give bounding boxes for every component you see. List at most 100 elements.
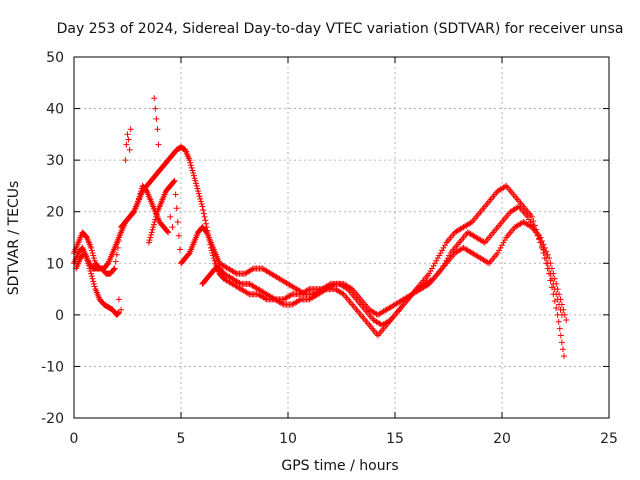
x-tick-label: 20 (493, 431, 511, 447)
data-point (563, 317, 570, 324)
data-point (117, 231, 124, 238)
data-point (110, 266, 117, 273)
data-point (426, 270, 433, 277)
data-point (136, 193, 143, 200)
data-point (347, 285, 354, 292)
plot-frame (73, 56, 610, 419)
data-point (199, 203, 206, 210)
data-point (441, 242, 448, 249)
data-point (135, 198, 142, 205)
data-point (124, 131, 131, 138)
grid (74, 57, 609, 418)
data-point (558, 301, 565, 308)
data-point (88, 270, 95, 277)
data-point (500, 239, 507, 246)
data-point (90, 278, 97, 285)
data-point (501, 183, 508, 190)
data-point (115, 237, 122, 244)
data-point (558, 339, 565, 346)
data-point (559, 346, 566, 353)
data-point (189, 167, 196, 174)
data-point (130, 209, 137, 216)
data-point (170, 178, 177, 185)
data-point (153, 115, 160, 122)
data-point (496, 247, 503, 254)
data-point (188, 164, 195, 171)
data-point (437, 249, 444, 256)
data-point (137, 190, 144, 197)
y-tick-label: -10 (41, 359, 64, 375)
data-point (548, 265, 555, 272)
data-point (187, 159, 194, 166)
data-point (126, 146, 133, 153)
data-point (541, 244, 548, 251)
data-point (118, 306, 125, 313)
data-point (145, 239, 152, 246)
data-point (90, 252, 97, 259)
data-point (467, 219, 474, 226)
data-point (173, 205, 180, 212)
data-point (193, 182, 200, 189)
data-point (123, 141, 130, 148)
data-marks (71, 95, 570, 360)
data-point (201, 213, 208, 220)
data-point (151, 95, 158, 102)
data-point (91, 283, 98, 290)
data-point (197, 195, 204, 202)
data-point (143, 187, 150, 194)
data-point (555, 318, 562, 325)
data-point (149, 226, 156, 233)
data-point (167, 213, 174, 220)
data-point (187, 162, 194, 169)
data-point (197, 198, 204, 205)
data-point (171, 177, 178, 184)
data-point (192, 177, 199, 184)
data-point (439, 247, 446, 254)
data-point (200, 206, 207, 213)
data-point (279, 300, 286, 307)
data-point (543, 248, 550, 255)
series-spikes (115, 95, 176, 313)
data-point (514, 204, 521, 211)
y-tick-label: 20 (46, 205, 64, 221)
data-point (427, 268, 434, 275)
data-point (113, 251, 120, 258)
data-point (436, 252, 443, 259)
data-point (190, 172, 197, 179)
data-point (154, 126, 161, 133)
data-point (434, 255, 441, 262)
y-tick-label: -20 (41, 411, 64, 427)
data-point (169, 224, 176, 231)
data-point (330, 281, 337, 288)
data-point (122, 157, 129, 164)
data-point (148, 231, 155, 238)
data-point (547, 260, 554, 267)
axis-ticks (73, 56, 610, 419)
y-axis-label: SDTVAR / TECUs (6, 181, 22, 296)
data-point (135, 195, 142, 202)
data-point (125, 136, 132, 143)
data-point (195, 188, 202, 195)
data-point (236, 280, 243, 287)
data-point (195, 190, 202, 197)
data-point (501, 237, 508, 244)
tick-labels: 0 5 10 15 20 25 -20 -10 0 10 20 30 40 50 (41, 50, 618, 447)
data-point (175, 232, 182, 239)
data-point (431, 260, 438, 267)
x-tick-label: 10 (279, 431, 297, 447)
data-point (88, 273, 95, 280)
data-point (480, 238, 487, 245)
data-point (530, 218, 537, 225)
chart-title: Day 253 of 2024, Sidereal Day-to-day VTE… (57, 21, 624, 37)
data-point (484, 259, 491, 266)
data-point (526, 216, 533, 223)
data-point (138, 188, 145, 195)
data-point (546, 255, 553, 262)
data-point (296, 297, 303, 304)
data-point (538, 237, 545, 244)
data-point (88, 247, 95, 254)
data-point (148, 229, 155, 236)
data-point (198, 200, 205, 207)
y-tick-label: 50 (46, 50, 64, 66)
data-point (424, 281, 431, 288)
